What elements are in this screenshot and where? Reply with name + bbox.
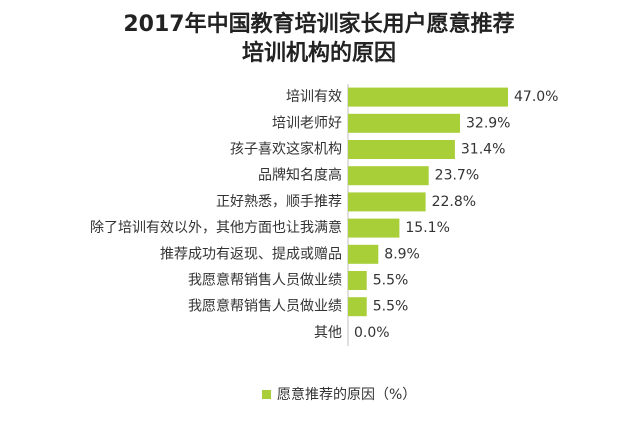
- value-label: 47.0%: [514, 89, 558, 105]
- category-label: 推荐成功有返现、提成或赠品: [160, 246, 342, 262]
- category-label: 孩子喜欢这家机构: [230, 141, 342, 158]
- category-label: 品牌知名度高: [258, 167, 342, 184]
- category-label: 我愿意帮销售人员做业绩: [188, 298, 342, 315]
- category-label: 正好熟悉，顺手推荐: [216, 194, 342, 210]
- value-label: 31.4%: [461, 142, 505, 158]
- value-label: 23.7%: [435, 168, 479, 184]
- bar: [348, 87, 508, 107]
- value-label: 22.8%: [432, 194, 476, 210]
- chart-title-line-2: 培训机构的原因: [241, 41, 396, 66]
- bar: [348, 218, 400, 238]
- value-label: 0.0%: [354, 325, 390, 341]
- category-label: 除了培训有效以外，其他方面也让我满意: [90, 219, 342, 236]
- legend-label: 愿意推荐的原因（%）: [277, 387, 417, 403]
- category-label: 培训老师好: [272, 115, 342, 131]
- chart-title: 2017年中国教育培训家长用户愿意推荐 培训机构的原因: [0, 10, 638, 68]
- category-label: 培训有效: [286, 89, 342, 105]
- value-label: 32.9%: [466, 115, 510, 131]
- legend-swatch: [262, 389, 271, 399]
- value-label: 15.1%: [405, 220, 449, 236]
- bar: [348, 140, 455, 159]
- category-label: 其他: [314, 325, 342, 341]
- bar: [348, 297, 367, 317]
- bar: [348, 244, 379, 264]
- bar: [348, 166, 429, 186]
- chart-title-line-1: 2017年中国教育培训家长用户愿意推荐: [123, 12, 515, 37]
- chart-legend: 愿意推荐的原因（%）: [262, 384, 416, 404]
- value-label: 5.5%: [373, 299, 409, 315]
- value-label: 5.5%: [373, 273, 409, 289]
- value-label: 8.9%: [384, 246, 420, 262]
- bar: [348, 271, 367, 290]
- bar: [348, 113, 460, 133]
- bar-chart: 培训有效 47.0% 培训老师好 32.9% 孩子喜欢这家机构 31.4% 品牌知名度高 23…: [90, 84, 558, 346]
- bar: [348, 192, 426, 212]
- category-label: 我愿意帮销售人员做业绩: [188, 272, 342, 289]
